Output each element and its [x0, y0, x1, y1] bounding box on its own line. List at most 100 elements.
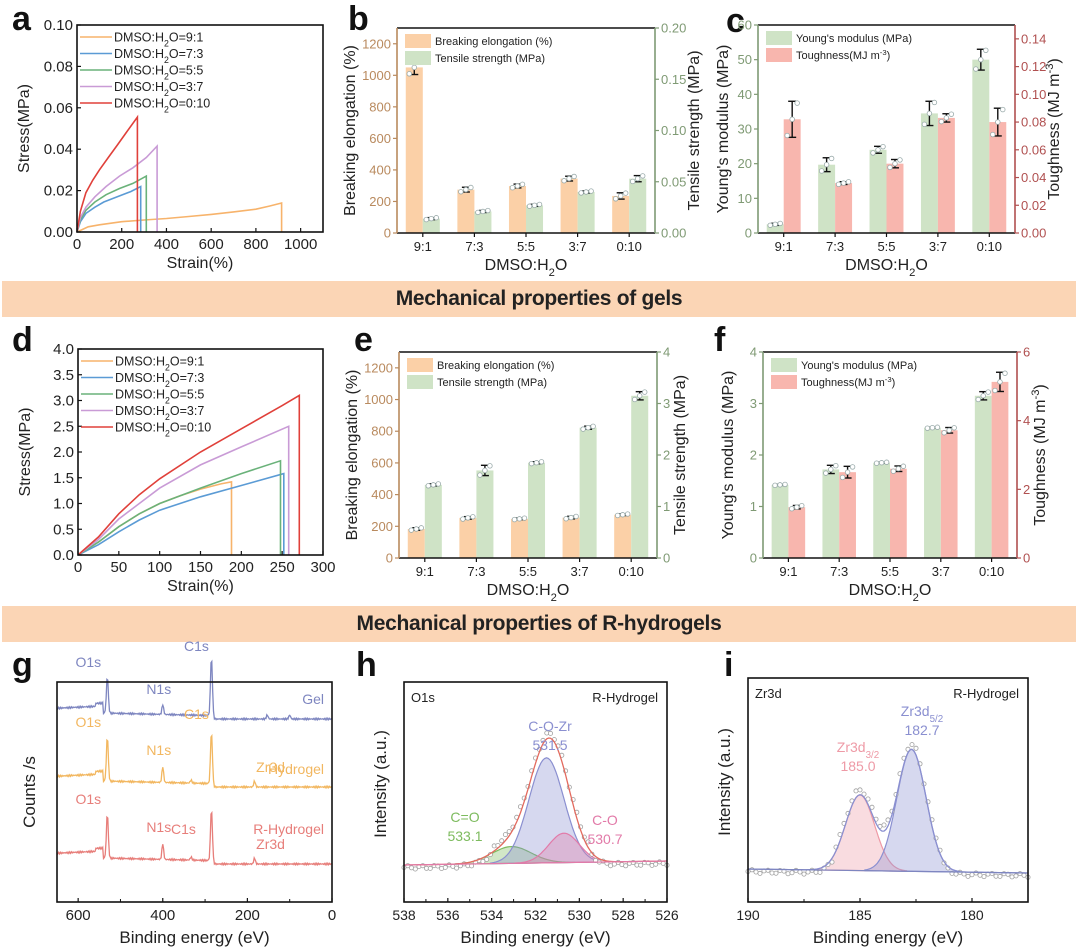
plot-frame	[56, 681, 333, 903]
text-span: O	[915, 257, 927, 274]
y-tick-label: 0.06	[44, 100, 73, 117]
data-point	[978, 56, 984, 63]
y2-tick-label: 6	[1023, 345, 1030, 360]
text-span: 2	[165, 429, 170, 439]
y2-tick-label: 0.00	[661, 226, 686, 241]
component-name: Zr3d5/2	[901, 703, 943, 725]
bar-c-left	[818, 164, 836, 233]
legend-label: DMSO:H2O=9:1	[115, 355, 204, 373]
raw-data-point	[965, 873, 971, 879]
y-tick-label: 800	[369, 99, 391, 114]
data-point	[789, 506, 795, 512]
data-point	[521, 515, 528, 521]
y-axis-label: Breaking elongation (%)	[344, 370, 361, 541]
series-line-dmso-h2o-0-10	[76, 114, 139, 233]
chart-e: 9:1 7:3 5:5 3:7 0:10 0 200 400 600 800 1000 1200 0 1 2…	[344, 345, 689, 605]
text-span: 2	[164, 72, 169, 82]
spectrum-gel	[56, 659, 333, 722]
data-point	[897, 157, 903, 163]
region-label: Zr3d	[755, 686, 782, 701]
text-span: DMSO:H	[849, 582, 913, 599]
legend-swatch	[766, 31, 792, 45]
y-tick-label: 0	[384, 226, 391, 241]
data-point	[640, 173, 646, 179]
text-span: DMSO:H	[115, 371, 165, 385]
text-span: -3	[1044, 64, 1056, 74]
x-axis-label: Strain(%)	[167, 255, 234, 272]
chart-h: 538 536 534 532 530 528 526 Binding energy (eV)…	[371, 681, 679, 947]
x-tick-label: 7:3	[465, 239, 483, 254]
x-tick-label: 0:10	[979, 564, 1004, 579]
y2-tick-label: 0.12	[1021, 59, 1046, 74]
y-tick-label: 40	[738, 87, 752, 102]
x-tick-label: 190	[736, 907, 760, 923]
text-span: DMSO:H	[485, 257, 549, 274]
y-tick-label: 3	[750, 396, 757, 411]
raw-data-point	[969, 872, 975, 878]
x-tick-label: 536	[436, 907, 460, 923]
peak-label: O1s	[76, 791, 102, 807]
legend-label: DMSO:H2O=0:10	[114, 97, 210, 115]
data-point	[946, 427, 952, 433]
text-span: Toughness(MJ m	[796, 50, 880, 62]
raw-data-point	[773, 870, 779, 876]
x-tick-label: 0:10	[977, 239, 1002, 254]
bar-b-right	[526, 205, 544, 233]
y2-tick-label: 0	[1023, 551, 1030, 566]
x-tick-label: 5:5	[519, 564, 537, 579]
text-span: Tensile strength (MPa)	[686, 50, 703, 210]
data-point	[878, 460, 885, 466]
series-line-dmso-h2o-3-7	[77, 425, 290, 556]
data-point	[924, 425, 931, 431]
raw-data-point	[977, 872, 983, 878]
x-tick-label: 600	[66, 907, 91, 924]
text-span: DMSO:H	[115, 388, 165, 402]
y-tick-label: 30	[738, 122, 752, 137]
raw-data-point	[813, 869, 819, 875]
text-span: 2	[164, 39, 169, 49]
data-point	[943, 115, 950, 121]
y2-tick-label: 3	[663, 396, 670, 411]
bar-f-left	[771, 484, 789, 558]
raw-data-point	[913, 745, 919, 751]
data-point	[408, 527, 414, 533]
sample-label: R-Hydrogel	[592, 690, 658, 705]
panel-label-g: g	[12, 646, 33, 684]
text-span: Tensile strength (MPa)	[435, 53, 545, 65]
y2-axis-label: Toughness (MJ m-3)	[1030, 384, 1049, 526]
data-point	[468, 184, 474, 191]
chart-i: 190 185 180 Binding energy (eV) Intensity (a…	[715, 677, 1031, 947]
bar-b-right	[629, 178, 647, 233]
text-span: 2	[165, 412, 170, 422]
y-tick-label: 0	[745, 226, 752, 241]
data-point	[833, 463, 839, 469]
bar-b-right	[577, 192, 595, 233]
text-span: 5/2	[930, 714, 944, 725]
raw-data-point	[1021, 872, 1027, 878]
text-span: -3	[1030, 390, 1042, 400]
legend-label: Tensile strength (MPa)	[437, 377, 547, 389]
panel-label-i: i	[724, 646, 734, 684]
raw-data-point	[857, 787, 863, 793]
text-span: DMSO:H	[845, 257, 909, 274]
bar-b-left	[508, 186, 526, 233]
data-point	[612, 196, 619, 202]
plot-frame	[76, 24, 324, 233]
bar-f-left	[822, 469, 840, 558]
x-tick-label: 9:1	[775, 239, 793, 254]
raw-data-point	[548, 730, 554, 736]
data-point	[997, 379, 1003, 385]
data-point	[951, 425, 957, 431]
text-span: 2	[165, 379, 170, 389]
bar-c-left	[972, 59, 990, 233]
data-point	[590, 423, 596, 430]
data-point	[840, 180, 847, 186]
component-name: Zr3d3/2	[837, 739, 879, 761]
peak-label: C1s	[184, 638, 209, 654]
y-tick-label: 2.0	[53, 444, 74, 461]
series-line-dmso-h2o-9-1	[76, 201, 283, 233]
text-span: 2	[164, 88, 169, 98]
data-point	[406, 71, 412, 77]
data-point	[931, 99, 938, 106]
text-span: )	[887, 50, 891, 62]
